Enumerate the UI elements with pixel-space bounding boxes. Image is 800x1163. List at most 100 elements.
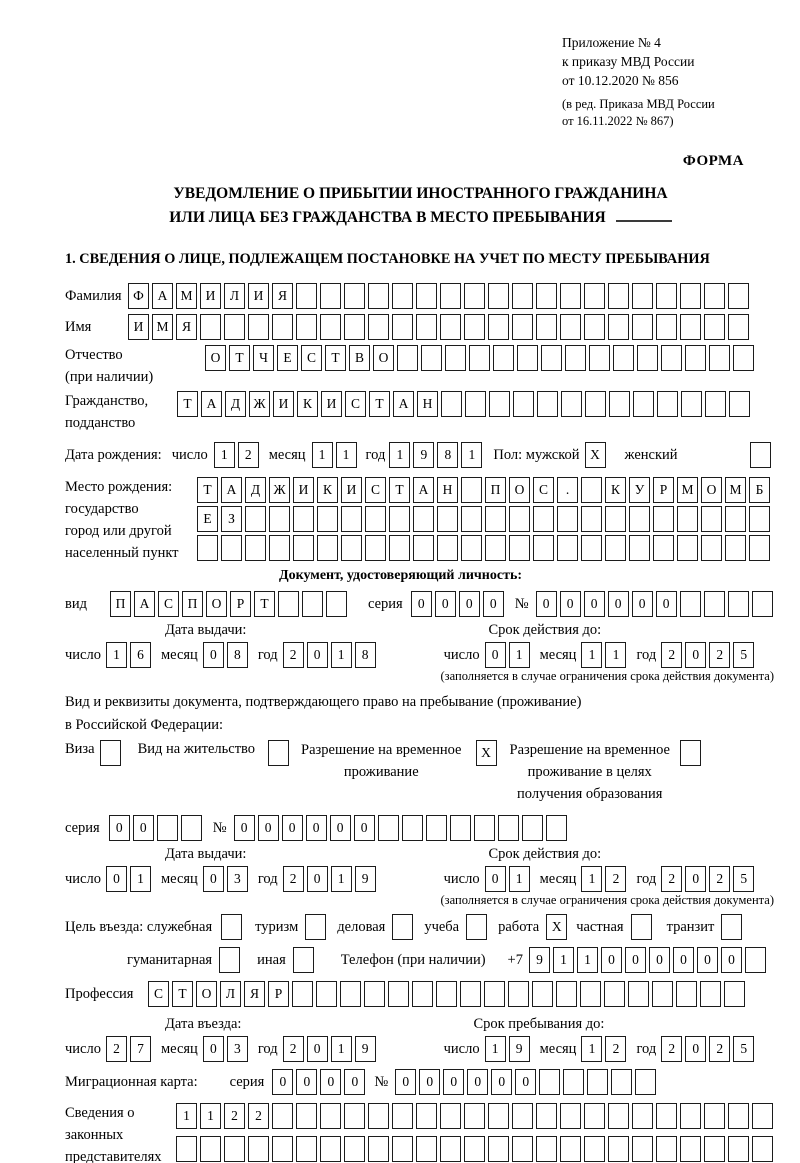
char-cell[interactable]: Р bbox=[230, 591, 251, 618]
char-cell[interactable] bbox=[296, 314, 317, 341]
char-cell[interactable]: 0 bbox=[443, 1069, 465, 1096]
char-cell[interactable]: 9 bbox=[354, 1036, 376, 1063]
char-cell[interactable] bbox=[416, 1136, 437, 1163]
char-cell[interactable]: 8 bbox=[226, 642, 248, 669]
char-cell[interactable]: С bbox=[148, 981, 169, 1008]
char-cell[interactable] bbox=[635, 1069, 657, 1096]
char-cell[interactable] bbox=[245, 535, 266, 562]
char-cell[interactable]: Д bbox=[225, 390, 246, 417]
char-cell[interactable]: Л bbox=[220, 981, 241, 1008]
char-cell[interactable]: З bbox=[221, 506, 242, 533]
char-cell[interactable]: И bbox=[321, 390, 342, 417]
char-cell[interactable] bbox=[725, 506, 746, 533]
char-cell[interactable]: Е bbox=[277, 345, 298, 372]
char-cell[interactable]: 0 bbox=[491, 1069, 513, 1096]
char-cell[interactable] bbox=[557, 506, 578, 533]
char-cell[interactable] bbox=[656, 314, 677, 341]
char-cell[interactable] bbox=[320, 314, 341, 341]
char-cell[interactable] bbox=[561, 390, 582, 417]
char-cell[interactable]: 2 bbox=[282, 642, 304, 669]
char-cell[interactable]: 2 bbox=[661, 866, 683, 893]
char-cell[interactable] bbox=[326, 591, 347, 618]
char-cell[interactable]: 0 bbox=[685, 1036, 707, 1063]
char-cell[interactable] bbox=[633, 390, 654, 417]
char-cell[interactable] bbox=[388, 981, 409, 1008]
char-cell[interactable]: 0 bbox=[233, 815, 255, 842]
char-cell[interactable] bbox=[580, 981, 601, 1008]
char-cell[interactable]: 0 bbox=[655, 591, 677, 618]
char-cell[interactable] bbox=[292, 947, 314, 974]
char-cell[interactable]: 1 bbox=[311, 442, 333, 469]
char-cell[interactable]: 0 bbox=[559, 591, 581, 618]
char-cell[interactable] bbox=[296, 1103, 317, 1130]
char-cell[interactable] bbox=[632, 314, 653, 341]
char-cell[interactable]: 9 bbox=[508, 1036, 530, 1063]
char-cell[interactable] bbox=[461, 535, 482, 562]
char-cell[interactable] bbox=[219, 947, 241, 974]
char-cell[interactable] bbox=[744, 947, 766, 974]
char-cell[interactable] bbox=[368, 314, 389, 341]
char-cell[interactable]: 0 bbox=[305, 815, 327, 842]
char-cell[interactable]: Н bbox=[437, 477, 458, 504]
char-cell[interactable]: 0 bbox=[648, 947, 670, 974]
char-cell[interactable] bbox=[728, 314, 749, 341]
char-cell[interactable] bbox=[464, 283, 485, 310]
char-cell[interactable]: 0 bbox=[482, 591, 504, 618]
char-cell[interactable]: 3 bbox=[226, 1036, 248, 1063]
char-cell[interactable] bbox=[416, 1103, 437, 1130]
char-cell[interactable] bbox=[344, 314, 365, 341]
char-cell[interactable] bbox=[278, 591, 299, 618]
char-cell[interactable]: 6 bbox=[129, 642, 151, 669]
char-cell[interactable] bbox=[272, 1103, 293, 1130]
char-cell[interactable] bbox=[729, 390, 750, 417]
char-cell[interactable] bbox=[485, 506, 506, 533]
char-cell[interactable]: 1 bbox=[213, 442, 235, 469]
char-cell[interactable] bbox=[679, 591, 701, 618]
char-cell[interactable]: М bbox=[176, 283, 197, 310]
char-cell[interactable] bbox=[680, 1136, 701, 1163]
char-cell[interactable] bbox=[248, 1136, 269, 1163]
char-cell[interactable] bbox=[632, 1103, 653, 1130]
char-cell[interactable] bbox=[305, 914, 327, 941]
char-cell[interactable] bbox=[368, 283, 389, 310]
char-cell[interactable]: 1 bbox=[330, 866, 352, 893]
char-cell[interactable] bbox=[176, 1136, 197, 1163]
char-cell[interactable]: X bbox=[475, 740, 497, 767]
char-cell[interactable] bbox=[317, 506, 338, 533]
char-cell[interactable] bbox=[656, 1136, 677, 1163]
char-cell[interactable]: 1 bbox=[508, 866, 530, 893]
char-cell[interactable]: 0 bbox=[257, 815, 279, 842]
char-cell[interactable]: Ч bbox=[253, 345, 274, 372]
char-cell[interactable] bbox=[268, 740, 290, 767]
char-cell[interactable]: 0 bbox=[132, 815, 154, 842]
char-cell[interactable]: . bbox=[557, 477, 578, 504]
char-cell[interactable]: Ж bbox=[269, 477, 290, 504]
char-cell[interactable]: А bbox=[201, 390, 222, 417]
char-cell[interactable]: А bbox=[413, 477, 434, 504]
char-cell[interactable]: К bbox=[297, 390, 318, 417]
char-cell[interactable] bbox=[245, 506, 266, 533]
char-cell[interactable]: А bbox=[221, 477, 242, 504]
char-cell[interactable] bbox=[533, 506, 554, 533]
char-cell[interactable] bbox=[512, 283, 533, 310]
char-cell[interactable] bbox=[512, 314, 533, 341]
char-cell[interactable]: В bbox=[349, 345, 370, 372]
char-cell[interactable]: Т bbox=[254, 591, 275, 618]
char-cell[interactable]: 0 bbox=[434, 591, 456, 618]
char-cell[interactable] bbox=[560, 283, 581, 310]
char-cell[interactable]: 1 bbox=[389, 442, 411, 469]
char-cell[interactable] bbox=[464, 1136, 485, 1163]
char-cell[interactable]: 0 bbox=[306, 866, 328, 893]
char-cell[interactable] bbox=[630, 914, 652, 941]
char-cell[interactable] bbox=[749, 535, 770, 562]
char-cell[interactable] bbox=[557, 535, 578, 562]
char-cell[interactable] bbox=[392, 1136, 413, 1163]
char-cell[interactable] bbox=[584, 314, 605, 341]
char-cell[interactable] bbox=[587, 1069, 609, 1096]
char-cell[interactable] bbox=[316, 981, 337, 1008]
char-cell[interactable]: Я bbox=[176, 314, 197, 341]
char-cell[interactable]: 0 bbox=[306, 642, 328, 669]
char-cell[interactable] bbox=[485, 535, 506, 562]
char-cell[interactable]: 9 bbox=[413, 442, 435, 469]
char-cell[interactable] bbox=[200, 1136, 221, 1163]
